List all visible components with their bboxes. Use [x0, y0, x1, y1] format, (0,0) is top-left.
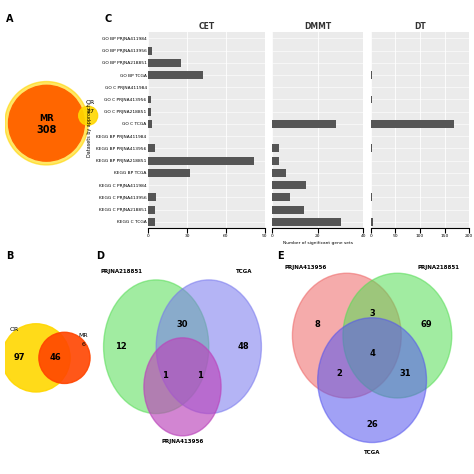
- Text: OR: OR: [85, 100, 95, 105]
- Text: 69: 69: [421, 320, 432, 329]
- Circle shape: [9, 85, 84, 161]
- Text: B: B: [6, 251, 13, 261]
- Text: 6: 6: [82, 342, 85, 347]
- Circle shape: [79, 106, 98, 125]
- Circle shape: [144, 338, 221, 436]
- Text: D: D: [97, 251, 105, 261]
- Text: C: C: [104, 14, 111, 24]
- Text: 46: 46: [49, 354, 61, 362]
- Text: 2: 2: [336, 369, 342, 378]
- Text: PRJNA218851: PRJNA218851: [417, 265, 459, 270]
- Text: 31: 31: [399, 369, 411, 378]
- Text: 1: 1: [162, 371, 168, 380]
- Circle shape: [2, 324, 70, 392]
- Circle shape: [318, 318, 427, 443]
- Text: TCGA: TCGA: [364, 450, 380, 455]
- Circle shape: [292, 273, 401, 398]
- Text: 30: 30: [177, 320, 188, 329]
- Text: 3: 3: [369, 309, 375, 318]
- Text: TCGA: TCGA: [236, 269, 252, 274]
- Circle shape: [103, 280, 209, 413]
- Text: 97: 97: [13, 354, 25, 362]
- Text: 12: 12: [115, 342, 127, 351]
- Text: 4: 4: [369, 349, 375, 358]
- Text: 308: 308: [36, 125, 56, 135]
- Text: 1: 1: [197, 371, 203, 380]
- Text: 48: 48: [238, 342, 250, 351]
- Text: 8: 8: [315, 320, 320, 329]
- Circle shape: [343, 273, 452, 398]
- Text: OR: OR: [9, 327, 19, 332]
- Text: A: A: [6, 14, 13, 24]
- Text: MR: MR: [79, 333, 88, 337]
- Circle shape: [156, 280, 262, 413]
- Text: PRJNA413956: PRJNA413956: [285, 265, 327, 270]
- Text: 26: 26: [366, 420, 378, 429]
- Text: PRJNA218851: PRJNA218851: [100, 269, 142, 274]
- Circle shape: [39, 332, 90, 383]
- Text: PRJNA413956: PRJNA413956: [161, 438, 204, 444]
- Text: E: E: [277, 251, 283, 261]
- Circle shape: [5, 82, 88, 165]
- Text: 27: 27: [86, 109, 94, 114]
- Text: MR: MR: [39, 114, 54, 123]
